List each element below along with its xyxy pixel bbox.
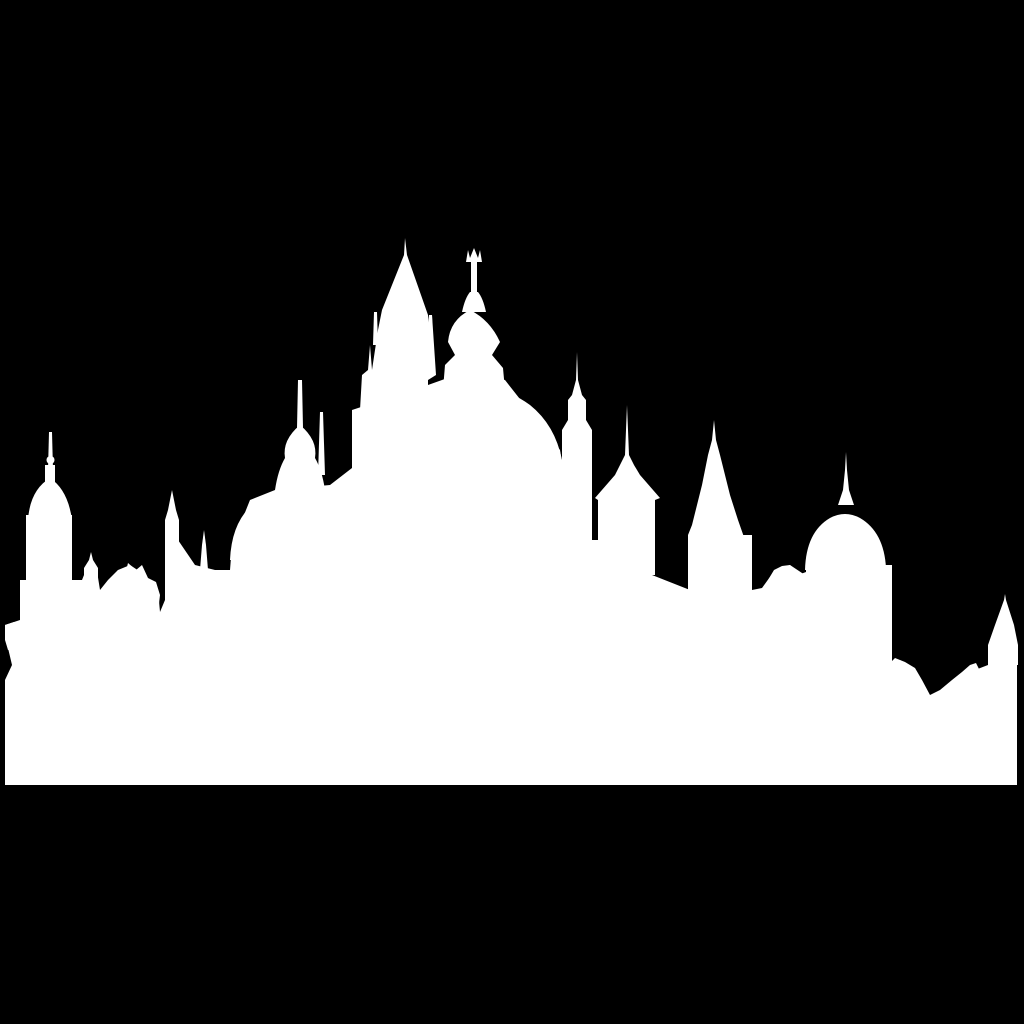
left-dome-lantern: [275, 425, 325, 490]
central-finial-top: [466, 248, 482, 262]
left-edge-detail: [5, 622, 20, 650]
central-drum: [443, 310, 505, 390]
right-dome-spire: [838, 452, 854, 505]
gothic-tower: [352, 238, 436, 470]
city-silhouette: [5, 238, 1018, 785]
left-tower-dome: [28, 478, 72, 520]
right-dome: [805, 514, 886, 570]
left-steeple: [165, 490, 179, 600]
right-slender-tower: [562, 352, 592, 545]
right-dome-drum: [806, 565, 892, 665]
right-tall-spire: [688, 420, 752, 595]
right-trees: [888, 658, 990, 705]
far-right-spire: [988, 594, 1018, 665]
left-big-dome: [230, 488, 335, 560]
gothic-pinnacle-left: [373, 312, 378, 345]
square-tower: [595, 405, 660, 575]
left-steeple-tip: [200, 530, 208, 570]
central-finial-stem: [471, 262, 477, 294]
right-foliage: [762, 565, 808, 598]
central-lantern: [462, 292, 486, 312]
central-dome: [425, 383, 562, 470]
left-tree-foliage: [105, 563, 160, 612]
left-tower-neck: [45, 465, 55, 483]
left-tower-body: [26, 515, 72, 585]
left-dome-spire: [297, 380, 303, 428]
small-left-turret: [84, 552, 98, 585]
ground-mass: [5, 370, 1017, 785]
left-tower-knob: [46, 456, 55, 464]
gothic-pinnacle-right: [428, 315, 433, 350]
left-small-pinnacle: [318, 412, 325, 475]
